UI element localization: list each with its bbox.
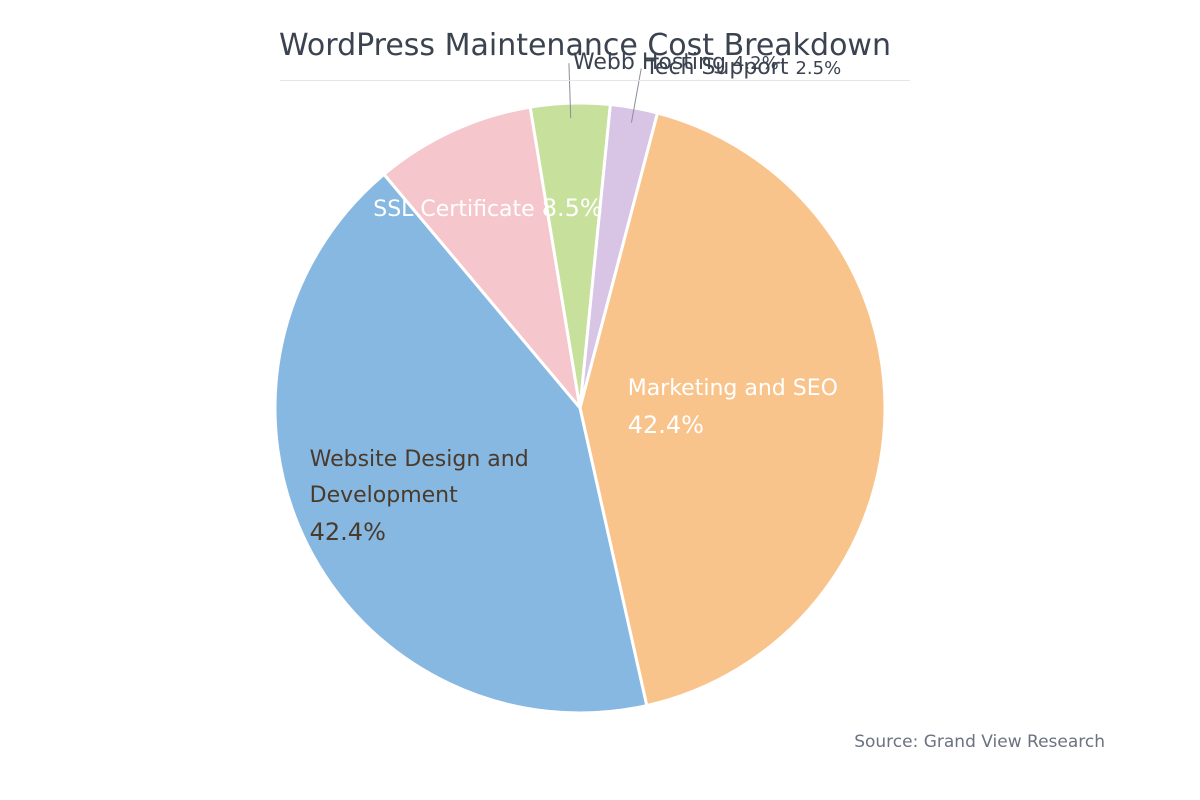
slice-label: Webb Hosting 4.2% <box>573 45 813 82</box>
category-label: Website Design and Development <box>309 447 529 509</box>
category-label: Marketing and SEO <box>627 376 838 402</box>
category-label: Tech Support <box>645 55 789 81</box>
source-note: Source: Grand View Research <box>854 732 1105 752</box>
pie-slice <box>273 172 649 715</box>
slice-label: Tech Support 2.5% <box>645 50 885 87</box>
value-label: 4.2% <box>732 53 779 75</box>
slice-label: Marketing and SEO 42.4% <box>628 371 868 443</box>
value-label: 2.5% <box>795 58 842 80</box>
value-label: 8.5% <box>541 194 603 223</box>
leader-line <box>630 68 642 123</box>
category-label: Webb Hosting <box>572 50 726 76</box>
leader-line <box>568 63 572 119</box>
pie-slice <box>578 111 887 708</box>
value-label: 42.4% <box>627 411 704 440</box>
category-label: SSL Certificate <box>373 197 535 223</box>
chart-title: WordPress Maintenance Cost Breakdown <box>279 28 891 63</box>
title-rule <box>280 80 910 81</box>
value-label: 42.4% <box>309 518 386 547</box>
pie-slice <box>381 105 583 414</box>
slice-label: SSL Certificate 8.5% <box>373 190 602 228</box>
slice-label: Website Design and Development 42.4% <box>310 442 550 550</box>
